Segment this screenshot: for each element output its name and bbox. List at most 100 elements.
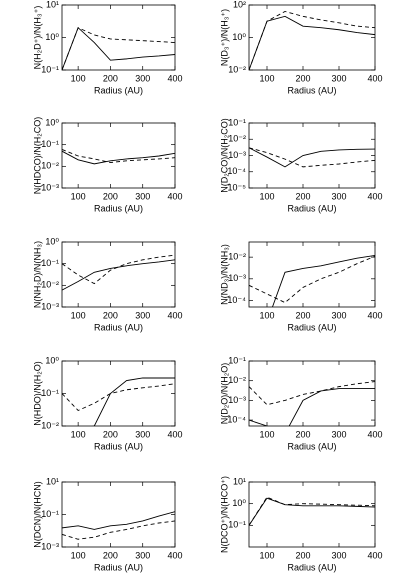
line-series: [249, 147, 375, 168]
y-tick-label: 10⁰: [45, 355, 59, 365]
y-tick-label: 10⁰: [45, 117, 59, 127]
line-series: [62, 520, 175, 540]
y-tick-label: 10⁻³: [228, 395, 246, 405]
x-axis-label: Radius (AU): [287, 203, 336, 213]
x-tick-label: 400: [167, 310, 182, 320]
x-tick-label: 200: [103, 191, 118, 201]
line-series: [62, 259, 175, 291]
line-series: [62, 149, 175, 163]
x-tick-label: 100: [259, 429, 274, 439]
plot-frame: [248, 122, 376, 189]
line-series: [91, 377, 175, 426]
y-axis-label: N(DCO⁺)/N(HCO⁺): [219, 476, 229, 553]
y-tick-label: 10⁻¹: [228, 520, 246, 530]
y-tick-label: 10⁻⁵: [228, 182, 247, 192]
plot-lines: [249, 10, 375, 70]
y-tick-label: 10⁻⁴: [227, 295, 246, 305]
plot-frame: [248, 481, 376, 548]
plot-frame: [248, 360, 376, 427]
x-tick-label: 200: [295, 73, 310, 83]
x-tick-label: 100: [259, 550, 274, 560]
x-tick-label: 300: [135, 73, 150, 83]
y-tick-label: 10⁻²: [228, 134, 246, 144]
x-axis-label: Radius (AU): [94, 562, 143, 572]
y-tick-label: 10⁻⁴: [227, 166, 246, 176]
x-tick-label: 400: [167, 191, 182, 201]
y-tick-label: 10⁻¹: [228, 117, 246, 127]
y-tick-label: 10⁻¹: [41, 509, 59, 519]
plot-lines: [62, 254, 175, 291]
plot-lines: [249, 147, 375, 168]
y-tick-label: 10⁻³: [228, 273, 246, 283]
plot-frame: [61, 4, 176, 71]
y-tick-label: 10²: [233, 0, 246, 9]
x-tick-label: 200: [103, 310, 118, 320]
y-tick-label: 10⁻³: [41, 301, 59, 311]
x-tick-label: 400: [167, 550, 182, 560]
y-axis-label: N(D₂O)/N(H₂O): [219, 363, 229, 424]
y-tick-label: 10⁻¹: [41, 139, 59, 149]
line-series: [62, 383, 175, 412]
plot-lines: [62, 26, 175, 70]
y-tick-label: 10¹: [46, 476, 59, 486]
y-tick-label: 10⁻²: [228, 375, 246, 385]
x-tick-label: 400: [367, 191, 382, 201]
plot-lines: [249, 381, 375, 426]
y-tick-label: 10⁻³: [228, 150, 246, 160]
x-tick-label: 200: [295, 310, 310, 320]
x-tick-label: 200: [295, 191, 310, 201]
y-tick-label: 10⁰: [232, 32, 246, 42]
line-series: [62, 27, 175, 70]
y-tick-label: 10⁰: [45, 32, 59, 42]
x-tick-label: 400: [367, 73, 382, 83]
y-axis-label: N(HDO)/N(H₂O): [32, 361, 42, 425]
x-tick-label: 200: [103, 550, 118, 560]
line-series: [62, 511, 175, 530]
line-series: [249, 381, 375, 406]
plot-frame: [248, 4, 376, 71]
y-tick-label: 10⁻¹: [228, 355, 246, 365]
plot-frame: [61, 241, 176, 308]
x-axis-label: Radius (AU): [94, 85, 143, 95]
y-tick-label: 10⁰: [232, 498, 246, 508]
y-tick-label: 10⁻¹: [41, 388, 59, 398]
x-tick-label: 100: [259, 191, 274, 201]
line-series: [249, 15, 375, 70]
x-tick-label: 300: [135, 550, 150, 560]
y-tick-label: 10⁻³: [41, 182, 59, 192]
y-tick-label: 10⁻²: [228, 64, 246, 74]
x-axis-label: Radius (AU): [94, 322, 143, 332]
y-tick-label: 10⁰: [45, 236, 59, 246]
x-tick-label: 400: [367, 550, 382, 560]
x-tick-label: 300: [135, 310, 150, 320]
y-tick-label: 10⁻²: [228, 252, 246, 262]
y-axis-label: N(D₂CO)/N(H₂CO): [219, 118, 229, 192]
x-axis-label: Radius (AU): [287, 441, 336, 451]
y-tick-label: 10⁻¹: [41, 258, 59, 268]
plot-frame: [61, 360, 176, 427]
y-axis-label: N(ND₃)/N(NH₃): [219, 244, 229, 305]
y-tick-label: 10⁻⁴: [227, 414, 246, 424]
y-axis-label: N(H₂D⁺)/N(H₃⁺): [32, 6, 42, 70]
y-tick-label: 10⁻¹: [41, 64, 59, 74]
line-series: [271, 254, 375, 307]
x-axis-label: Radius (AU): [94, 203, 143, 213]
x-tick-label: 300: [331, 191, 346, 201]
x-tick-label: 100: [71, 191, 86, 201]
y-axis-label: N(D₃⁺)/N(H₃⁺): [219, 9, 229, 66]
line-series: [62, 150, 175, 165]
y-axis-label: N(HDCO)/N(H₂CO): [32, 117, 42, 194]
plot-frame: [248, 241, 376, 308]
plot-lines: [62, 149, 175, 165]
y-axis-label: N(NH₂D)/N(NH₃): [32, 241, 42, 308]
x-tick-label: 400: [367, 429, 382, 439]
y-axis-label: N(DCN)/N(HCN): [32, 481, 42, 548]
line-series: [249, 497, 375, 526]
x-tick-label: 100: [71, 310, 86, 320]
plot-lines: [62, 511, 175, 540]
y-tick-label: 10¹: [233, 476, 246, 486]
x-tick-label: 300: [331, 429, 346, 439]
x-tick-label: 300: [331, 310, 346, 320]
line-series: [62, 254, 175, 285]
x-tick-label: 100: [71, 550, 86, 560]
